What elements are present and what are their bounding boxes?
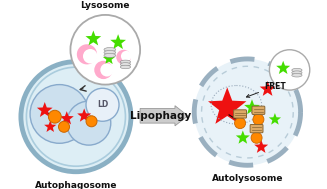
Ellipse shape [120,65,130,69]
Circle shape [116,50,131,64]
FancyArrow shape [140,106,188,126]
Circle shape [121,51,131,61]
Polygon shape [208,87,247,124]
Polygon shape [260,81,275,96]
Circle shape [26,67,126,166]
Text: Autolysosome: Autolysosome [212,174,283,184]
Polygon shape [244,99,260,114]
Circle shape [86,116,97,127]
Ellipse shape [104,53,116,57]
Polygon shape [85,30,101,45]
Polygon shape [44,120,56,132]
Circle shape [253,114,264,125]
Circle shape [30,85,89,143]
Ellipse shape [120,60,130,64]
Polygon shape [276,61,290,74]
Circle shape [59,121,70,132]
FancyBboxPatch shape [250,125,263,133]
Circle shape [269,50,310,90]
Polygon shape [110,34,126,49]
Text: LD: LD [97,100,108,109]
Circle shape [77,44,97,64]
Circle shape [48,110,61,123]
Text: FRET: FRET [247,82,286,97]
Polygon shape [77,108,91,122]
Circle shape [94,61,112,79]
Circle shape [251,132,262,143]
Circle shape [83,49,97,64]
Ellipse shape [292,68,302,72]
Ellipse shape [104,48,116,52]
Ellipse shape [120,63,130,66]
Ellipse shape [292,71,302,74]
FancyBboxPatch shape [252,106,265,114]
FancyBboxPatch shape [234,110,247,118]
Polygon shape [236,130,250,144]
Circle shape [234,118,246,129]
Polygon shape [103,53,115,64]
Circle shape [86,88,119,121]
Text: Lipophagy: Lipophagy [130,111,191,121]
Circle shape [194,59,301,165]
Text: Autophagosome: Autophagosome [35,181,117,189]
Ellipse shape [104,50,116,54]
Polygon shape [254,140,268,153]
Circle shape [100,63,113,77]
Circle shape [67,101,111,145]
Ellipse shape [292,74,302,77]
Polygon shape [269,113,281,125]
Text: Lysosome: Lysosome [80,1,130,10]
Circle shape [21,62,131,172]
Polygon shape [37,102,53,117]
Polygon shape [60,111,74,125]
Circle shape [70,15,140,85]
